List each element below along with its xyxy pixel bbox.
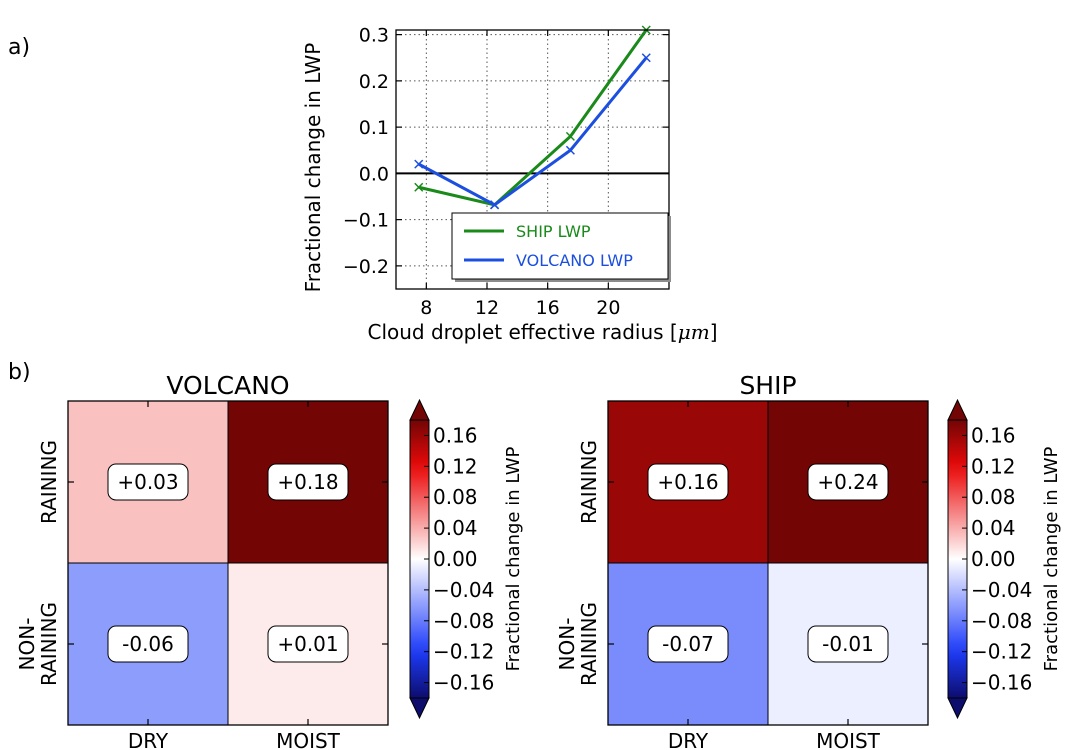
cell-label-box — [647, 463, 729, 501]
plot-frame — [395, 29, 670, 290]
heatmap-frame — [67, 400, 389, 726]
y-tick-label: −0.2 — [343, 256, 389, 278]
y-tick-label: 0.3 — [359, 25, 389, 47]
marker-stroke — [414, 182, 424, 192]
cell-label-box — [267, 463, 349, 501]
x-tick-label: 16 — [536, 297, 560, 319]
column-label: DRY — [668, 729, 709, 750]
y-tick-label: 0.1 — [359, 117, 389, 139]
cell-label: +0.18 — [277, 470, 338, 494]
colorbar-tick-label: 0.12 — [433, 454, 478, 478]
data-point-marker — [414, 182, 424, 192]
cell-label: -0.07 — [662, 632, 714, 656]
colorbar-extend-top — [947, 398, 968, 421]
legend-label: SHIP LWP — [516, 222, 591, 241]
heatmap-volcano: VOLCANO +0.03 +0.18 -0.06 +0.01 DRY MOIST RAINI… — [15, 371, 524, 750]
cell-label: -0.01 — [822, 632, 874, 656]
heatmap-frame — [607, 400, 929, 726]
heatmap-title: VOLCANO — [166, 371, 289, 400]
y-axis-label: Fractional change in LWP — [301, 43, 325, 293]
cell-label-box — [807, 625, 889, 663]
cell-label: +0.03 — [117, 470, 178, 494]
data-point-marker — [565, 145, 575, 155]
marker-stroke — [565, 131, 575, 141]
row-label-line: NON- — [15, 618, 39, 671]
row-label-line: NON- — [555, 618, 579, 671]
colorbar-tick-label: −0.12 — [971, 640, 1032, 664]
data-point-marker — [414, 159, 424, 169]
colorbar-extend-top — [409, 398, 430, 421]
colorbar-tick-label: −0.04 — [433, 578, 494, 602]
column-label: MOIST — [276, 729, 341, 750]
x-tick-label: 8 — [420, 297, 432, 319]
row-label-line: RAINING — [577, 602, 601, 686]
colorbar-label: Fractional change in LWP — [1041, 446, 1062, 671]
x-axis-label-text: Cloud droplet effective radius [ — [367, 320, 677, 344]
row-label-line: RAINING — [577, 440, 601, 524]
colorbar-tick-label: 0.16 — [433, 423, 478, 447]
x-tick-label: 20 — [596, 297, 620, 319]
row-label-line: RAINING — [37, 440, 61, 524]
cell-label: -0.06 — [122, 632, 174, 656]
cell-label: +0.01 — [277, 632, 338, 656]
colorbar-tick-label: 0.04 — [971, 516, 1016, 540]
data-point-marker — [641, 53, 651, 63]
row-label: NON-RAINING — [15, 602, 61, 686]
cell-label-box — [107, 625, 189, 663]
row-label: RAINING — [577, 440, 601, 524]
data-point-marker — [490, 200, 500, 210]
cell-label: +0.16 — [657, 470, 718, 494]
colorbar-tick-label: −0.04 — [971, 578, 1032, 602]
column-label: MOIST — [816, 729, 881, 750]
legend-box — [451, 212, 669, 280]
row-label: NON-RAINING — [555, 602, 601, 686]
colorbar-tick-label: 0.08 — [433, 485, 478, 509]
marker-stroke — [565, 145, 575, 155]
series-line-1 — [418, 56, 648, 207]
row-label-line: RAINING — [37, 602, 61, 686]
panel-label-b: b) — [8, 360, 31, 385]
marker-stroke — [414, 159, 424, 169]
column-label: DRY — [128, 729, 169, 750]
row-label: RAINING — [37, 440, 61, 524]
y-tick-label: −0.1 — [343, 210, 389, 232]
colorbar-tick-label: −0.08 — [433, 609, 494, 633]
colorbar-tick-label: −0.12 — [433, 640, 494, 664]
colorbar-tick-label: −0.16 — [433, 671, 494, 695]
y-tick-label: 0.2 — [359, 71, 389, 93]
cell-label-box — [807, 463, 889, 501]
x-axis-label-close: ] — [710, 320, 718, 344]
data-point-marker — [565, 131, 575, 141]
legend-label: VOLCANO LWP — [516, 251, 633, 270]
colorbar-tick-label: 0.12 — [971, 454, 1016, 478]
colorbar-tick-label: −0.08 — [971, 609, 1032, 633]
panel-label-a: a) — [8, 35, 30, 60]
colorbar-label: Fractional change in LWP — [503, 446, 524, 671]
colorbar-tick-label: 0.04 — [433, 516, 478, 540]
cell-label: +0.24 — [817, 470, 878, 494]
colorbar-tick-label: 0.16 — [971, 423, 1016, 447]
marker-stroke — [641, 53, 651, 63]
x-axis-label: Cloud droplet effective radius [μm] — [367, 320, 717, 344]
colorbar-tick-label: 0.00 — [433, 547, 478, 571]
colorbar-extend-bottom — [947, 697, 968, 720]
x-axis-label-unit: μm — [678, 320, 710, 344]
series-line-0 — [418, 30, 648, 207]
line-chart: 8 12 16 20 −0.2 −0.1 0.0 0.1 0.2 0.3 Cloud droplet… — [301, 25, 718, 344]
cell-label-box — [107, 463, 189, 501]
y-tick-label: 0.0 — [359, 163, 389, 185]
cell-label-box — [647, 625, 729, 663]
cell-label-box — [267, 625, 349, 663]
colorbar-tick-label: 0.08 — [971, 485, 1016, 509]
heatmap-title: SHIP — [739, 371, 796, 400]
marker-stroke — [490, 200, 500, 210]
colorbar-tick-label: −0.16 — [971, 671, 1032, 695]
colorbar-tick-label: 0.00 — [971, 547, 1016, 571]
x-tick-label: 12 — [475, 297, 499, 319]
colorbar-extend-bottom — [409, 697, 430, 720]
